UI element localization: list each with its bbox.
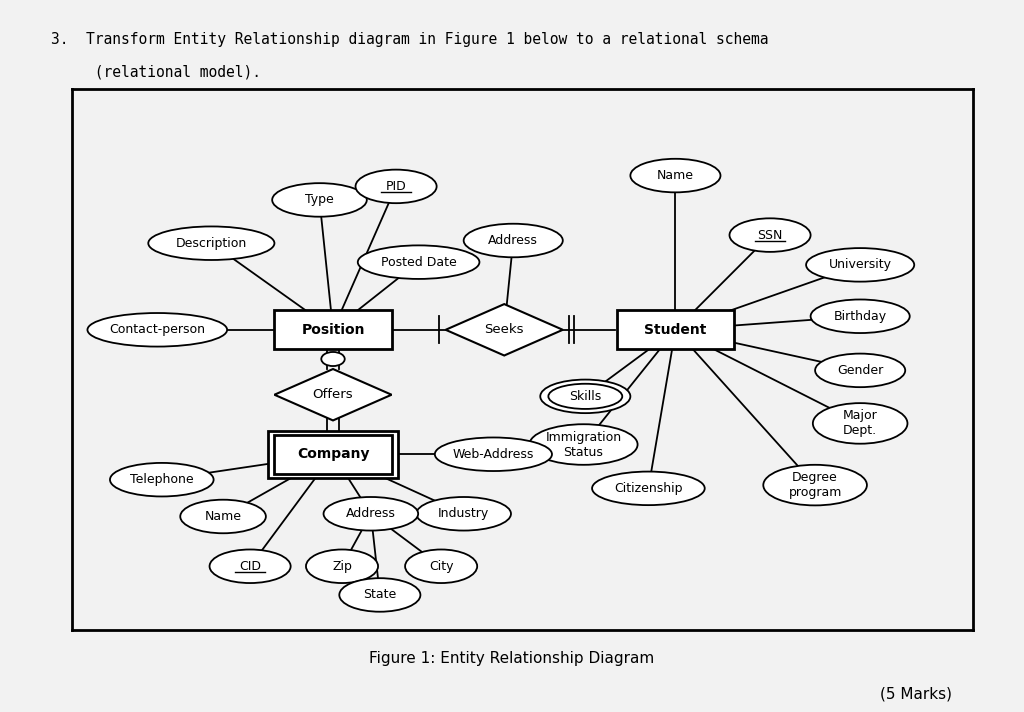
Text: Gender: Gender	[837, 364, 884, 377]
Polygon shape	[445, 304, 563, 355]
Text: SSN: SSN	[758, 229, 782, 241]
Text: (relational model).: (relational model).	[51, 64, 261, 79]
Text: Seeks: Seeks	[484, 323, 524, 336]
Text: Major
Dept.: Major Dept.	[843, 409, 878, 437]
Text: Company: Company	[297, 447, 370, 461]
Text: Web-Address: Web-Address	[453, 448, 535, 461]
Text: Name: Name	[657, 169, 694, 182]
Ellipse shape	[631, 159, 721, 192]
Ellipse shape	[324, 497, 418, 530]
Text: Address: Address	[346, 507, 396, 520]
Text: 3.  Transform Entity Relationship diagram in Figure 1 below to a relational sche: 3. Transform Entity Relationship diagram…	[51, 32, 769, 47]
Text: Type: Type	[305, 194, 334, 206]
Ellipse shape	[464, 224, 563, 257]
Text: Position: Position	[301, 323, 365, 337]
Ellipse shape	[813, 403, 907, 444]
Ellipse shape	[435, 437, 552, 471]
Text: CID: CID	[239, 560, 261, 572]
Text: Immigration
Status: Immigration Status	[546, 431, 622, 459]
Circle shape	[322, 352, 345, 366]
Text: University: University	[828, 258, 892, 271]
Ellipse shape	[148, 226, 274, 260]
Ellipse shape	[110, 463, 214, 496]
Text: PID: PID	[386, 180, 407, 193]
Ellipse shape	[729, 219, 811, 252]
Ellipse shape	[87, 313, 227, 347]
Ellipse shape	[592, 471, 705, 505]
Bar	[268, 431, 398, 478]
Ellipse shape	[541, 379, 631, 413]
Ellipse shape	[306, 550, 378, 583]
Ellipse shape	[180, 500, 266, 533]
Polygon shape	[274, 369, 391, 420]
Ellipse shape	[357, 246, 479, 279]
Ellipse shape	[529, 424, 638, 465]
Ellipse shape	[549, 384, 623, 409]
Ellipse shape	[763, 465, 867, 506]
Text: (5 Marks): (5 Marks)	[881, 686, 952, 702]
Text: State: State	[364, 588, 396, 602]
Bar	[274, 435, 391, 473]
Text: Name: Name	[205, 510, 242, 523]
Ellipse shape	[815, 354, 905, 387]
Text: Skills: Skills	[569, 390, 601, 403]
Ellipse shape	[272, 183, 367, 216]
Text: City: City	[429, 560, 454, 572]
Text: Birthday: Birthday	[834, 310, 887, 323]
Text: Offers: Offers	[312, 388, 353, 402]
Text: Telephone: Telephone	[130, 473, 194, 486]
Ellipse shape	[355, 169, 436, 203]
Text: Description: Description	[176, 236, 247, 250]
Text: Posted Date: Posted Date	[381, 256, 457, 268]
Ellipse shape	[417, 497, 511, 530]
Text: Zip: Zip	[332, 560, 352, 572]
Text: Figure 1: Entity Relationship Diagram: Figure 1: Entity Relationship Diagram	[370, 651, 654, 666]
Ellipse shape	[210, 550, 291, 583]
Ellipse shape	[339, 578, 421, 612]
Ellipse shape	[406, 550, 477, 583]
Text: Contact-person: Contact-person	[110, 323, 205, 336]
Bar	[274, 310, 391, 350]
Text: Citizenship: Citizenship	[614, 482, 683, 495]
Ellipse shape	[806, 248, 914, 282]
Text: Industry: Industry	[438, 507, 489, 520]
Text: Student: Student	[644, 323, 707, 337]
Text: Degree
program: Degree program	[788, 471, 842, 499]
Bar	[616, 310, 734, 350]
Ellipse shape	[811, 300, 909, 333]
Text: Address: Address	[488, 234, 539, 247]
